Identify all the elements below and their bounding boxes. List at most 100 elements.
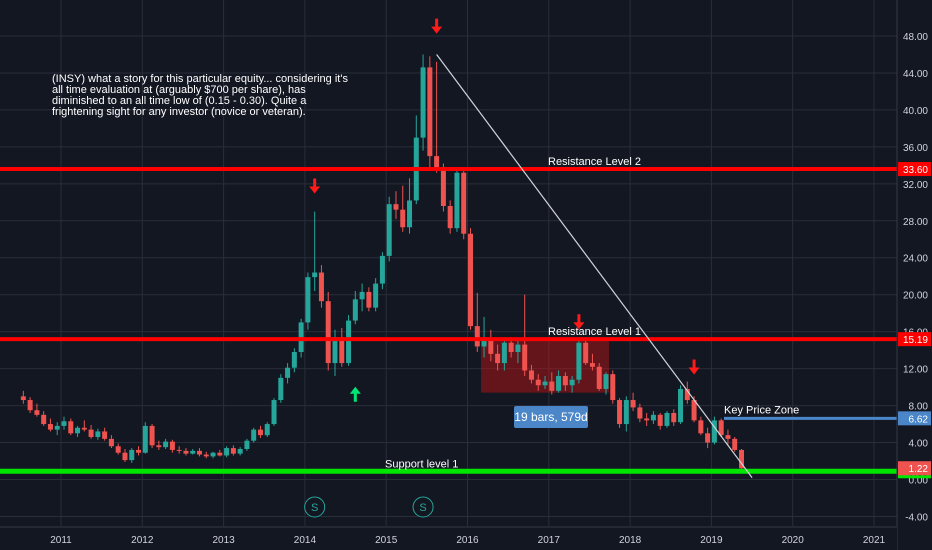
candle-body <box>27 400 33 411</box>
candle <box>291 348 297 373</box>
candle-body <box>725 435 731 439</box>
candle <box>542 376 548 389</box>
candle <box>47 418 53 432</box>
time-tick-label: 2020 <box>782 535 805 546</box>
candle <box>20 390 26 404</box>
price-tick-label: 36.00 <box>903 143 928 154</box>
candle-body <box>711 420 717 443</box>
candle <box>190 449 196 455</box>
candle <box>447 200 453 234</box>
candle <box>407 178 413 234</box>
candle <box>562 372 568 391</box>
trend-line <box>436 54 753 479</box>
candle <box>603 372 609 395</box>
candle <box>637 403 643 423</box>
candle <box>522 294 528 377</box>
candle <box>684 381 690 404</box>
candle-body <box>88 429 94 437</box>
candle-body <box>346 320 352 364</box>
candle-body <box>122 452 128 461</box>
candle-body <box>251 429 257 441</box>
candle <box>569 376 575 393</box>
candle <box>41 411 47 426</box>
candle-body <box>312 272 318 278</box>
candle-body <box>657 414 663 426</box>
time-tick-label: 2017 <box>538 535 561 546</box>
candle-body <box>522 344 528 371</box>
candle-body <box>461 172 467 234</box>
candle <box>393 191 399 219</box>
time-axis[interactable]: 2011 2012 2013 2014 2015 2016 2017 2018 2019 2020… <box>0 526 897 550</box>
candle <box>210 451 216 459</box>
candle-body <box>142 425 148 453</box>
candle-body <box>379 255 385 284</box>
candle-body <box>603 374 609 389</box>
candle <box>454 167 460 232</box>
split-marker-icon <box>304 496 326 518</box>
candle <box>203 451 209 459</box>
candle <box>183 448 189 456</box>
candle <box>495 344 501 371</box>
candle-body <box>617 400 623 425</box>
candle-body <box>278 377 284 401</box>
candle-body <box>474 326 480 347</box>
time-tick-label: 2015 <box>375 535 398 546</box>
time-tick-label: 2018 <box>619 535 642 546</box>
candle-body <box>339 337 345 364</box>
candle <box>149 424 155 449</box>
price-tick-label: 40.00 <box>903 106 928 117</box>
time-tick-label: 2012 <box>131 535 154 546</box>
price-tick-label: 4.00 <box>909 439 929 450</box>
candle <box>461 170 467 240</box>
candle-body <box>264 424 270 436</box>
candle <box>657 412 663 430</box>
price-tick-label: 24.00 <box>903 254 928 265</box>
overlay-lines: Resistance Level 2 Resistance Level 1 Supp… <box>0 54 897 479</box>
candle-body <box>386 204 392 256</box>
candle <box>61 416 67 430</box>
support-label: Support level 1 <box>385 458 458 470</box>
candle <box>136 446 142 456</box>
candle-body <box>197 450 202 455</box>
candle-body <box>108 438 114 447</box>
candle <box>379 252 385 290</box>
candle-body <box>203 454 209 457</box>
candle <box>556 370 562 393</box>
candle-body <box>434 156 440 170</box>
candle <box>386 196 392 262</box>
candle-body <box>95 431 101 437</box>
candle-body <box>671 412 677 423</box>
candle-body <box>684 388 690 401</box>
candle <box>400 185 406 232</box>
candle-body <box>562 376 568 386</box>
candle-body <box>447 205 453 229</box>
split-marker-label: S <box>311 502 318 514</box>
candle-body <box>644 418 650 421</box>
candle <box>237 447 243 456</box>
candle-body <box>407 200 413 228</box>
grid-lines <box>0 0 897 526</box>
candle <box>325 291 331 371</box>
candle-body <box>359 291 365 300</box>
candle <box>576 339 582 384</box>
candle <box>285 363 291 384</box>
candle-body <box>515 344 521 352</box>
candle-body <box>488 339 494 354</box>
candle <box>102 427 108 441</box>
candle-body <box>718 420 724 436</box>
candle-body <box>169 441 175 450</box>
candle <box>528 364 534 384</box>
candle-body <box>81 427 87 430</box>
price-axis[interactable]: 48.00 44.00 40.00 36.00 32.00 28.00 24.00 20.00… <box>896 0 932 550</box>
candle <box>122 449 128 462</box>
candle <box>434 61 440 173</box>
candle <box>630 392 636 412</box>
arrow-down-icon <box>309 178 321 194</box>
candle-body <box>440 169 446 206</box>
candle-body <box>691 400 697 421</box>
arrow-down-icon <box>688 359 700 375</box>
candle-body <box>678 388 684 423</box>
candle <box>271 398 277 426</box>
candle-body <box>163 441 169 448</box>
